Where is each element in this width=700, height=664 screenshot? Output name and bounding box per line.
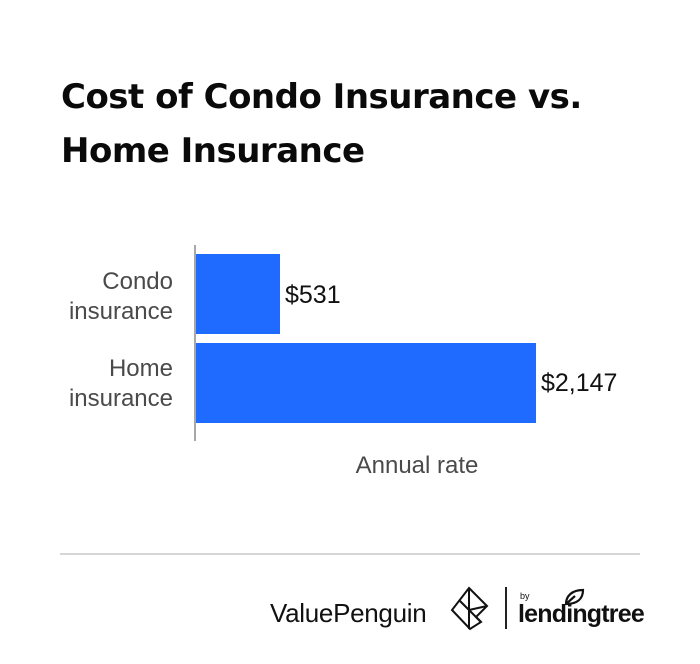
brand-separator bbox=[505, 587, 507, 629]
bar-condo-insurance bbox=[196, 254, 280, 334]
value-label-home: $2,147 bbox=[541, 369, 618, 397]
category-label-condo: Condo insurance bbox=[69, 267, 173, 327]
value-label-condo: $531 bbox=[285, 281, 341, 309]
bar-home-insurance bbox=[196, 343, 536, 423]
lendingtree-leaf-icon bbox=[564, 588, 585, 606]
category-label-line: insurance bbox=[68, 385, 173, 412]
chart-title-line2: Home Insurance bbox=[61, 131, 365, 171]
lendingtree-brand: lendingtree bbox=[518, 600, 645, 628]
category-label-line: Condo bbox=[102, 268, 173, 295]
category-label-home: Home insurance bbox=[69, 354, 173, 414]
x-axis-label: Annual rate bbox=[355, 452, 479, 479]
valuepenguin-diamond-logo-icon bbox=[450, 586, 489, 631]
chart-title-line1: Cost of Condo Insurance vs. bbox=[61, 77, 582, 117]
chart-title: Cost of Condo Insurance vs. Home Insuran… bbox=[61, 70, 661, 178]
footer-divider bbox=[60, 553, 640, 555]
valuepenguin-brand: ValuePenguin bbox=[270, 598, 427, 628]
category-label-line: insurance bbox=[68, 298, 173, 325]
y-axis-line bbox=[194, 245, 196, 441]
bar-chart: Condo insurance $531 Home insurance $2,1… bbox=[69, 245, 618, 479]
category-label-line: Home bbox=[108, 355, 173, 382]
by-text: by bbox=[520, 591, 530, 601]
